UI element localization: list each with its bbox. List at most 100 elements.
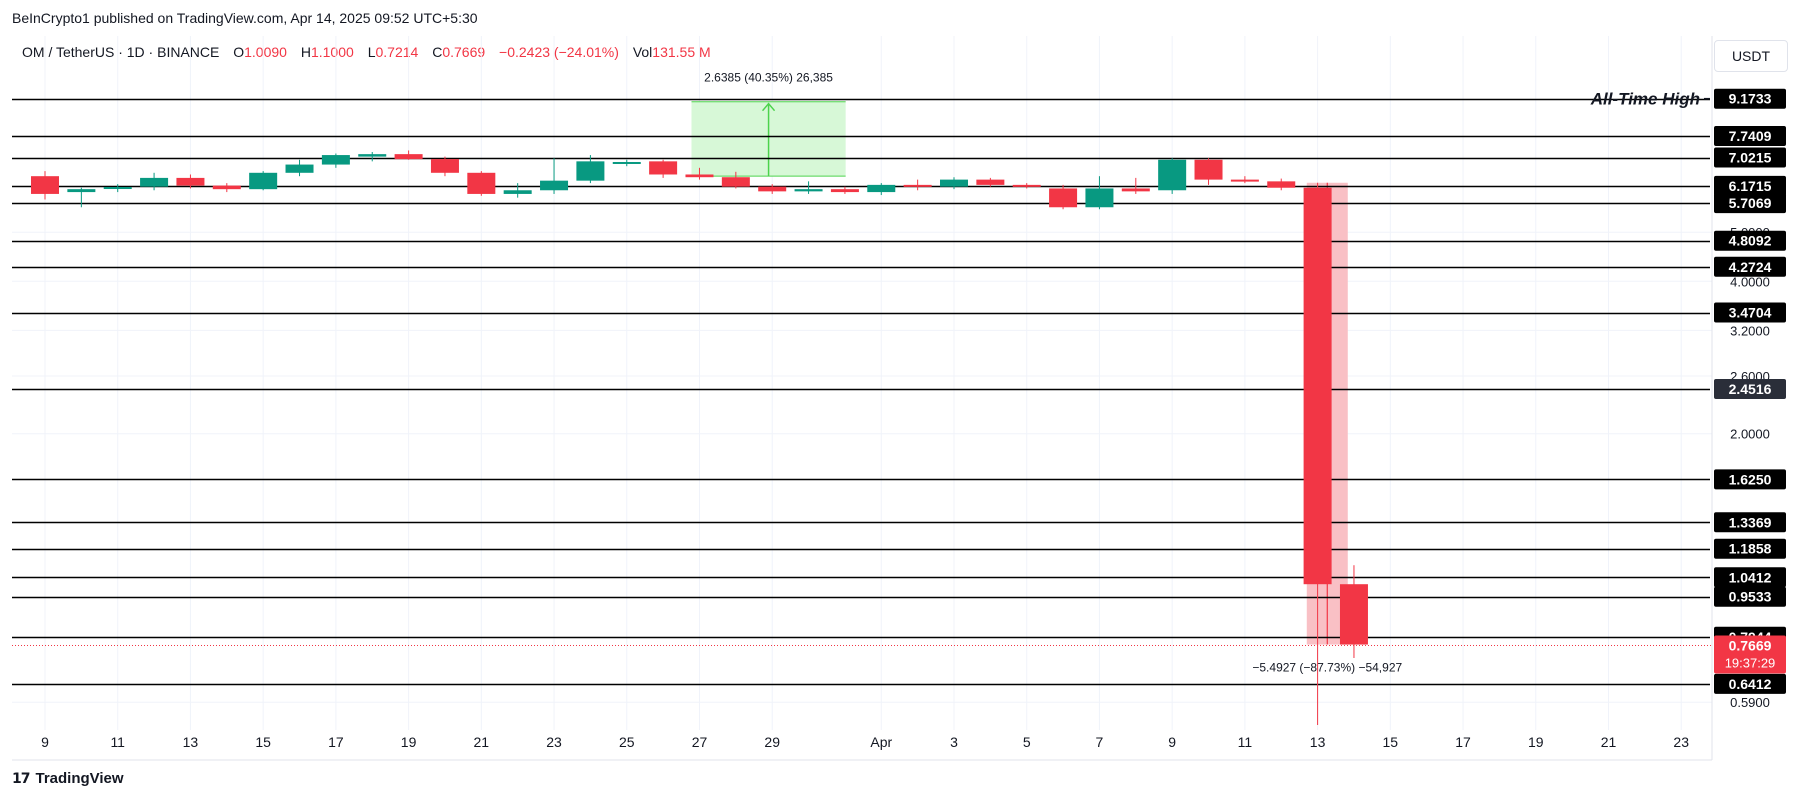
level-label-box xyxy=(1714,538,1786,559)
publish-attribution: BeInCrypto1 published on TradingView.com… xyxy=(12,10,478,26)
candle-body xyxy=(940,179,968,187)
level-label: 1.6250 xyxy=(1729,471,1772,487)
level-label: 4.2724 xyxy=(1729,259,1772,275)
symbol-legend: OM / TetherUS · 1D · BINANCE O1.0090 H1.… xyxy=(22,44,711,60)
level-label: 0.6412 xyxy=(1729,676,1772,692)
candle-body xyxy=(1121,188,1150,192)
candle-body xyxy=(140,177,169,187)
level-label-box xyxy=(1714,673,1786,694)
candle-body xyxy=(249,172,278,190)
level-label-box xyxy=(1714,147,1786,168)
candle-body xyxy=(430,159,459,173)
horizontal-levels xyxy=(12,98,1712,686)
candle-body xyxy=(1012,184,1041,187)
x-tick-label: 21 xyxy=(1601,734,1617,750)
high-value: 1.1000 xyxy=(310,44,354,60)
candle-body xyxy=(285,164,314,173)
currency-button[interactable]: USDT xyxy=(1714,40,1788,72)
candle-body xyxy=(1194,159,1223,180)
candle-body xyxy=(31,176,59,194)
level-label-box xyxy=(1714,193,1786,214)
candle-body xyxy=(830,189,859,193)
level-label: 9.1733 xyxy=(1729,91,1772,107)
open-label: O xyxy=(233,44,245,60)
y-tick-label: 3.2000 xyxy=(1730,323,1770,338)
x-tick-label: 9 xyxy=(1168,734,1176,750)
candle-body xyxy=(1267,181,1296,188)
level-label-box xyxy=(1714,256,1786,277)
x-tick-label: 7 xyxy=(1096,734,1104,750)
grid xyxy=(12,36,1712,730)
x-tick-label: 17 xyxy=(1455,734,1471,750)
candle-body xyxy=(503,190,532,194)
low-value: 0.7214 xyxy=(375,44,419,60)
high-label: H xyxy=(300,44,311,60)
x-tick-label: 23 xyxy=(1673,734,1689,750)
x-tick-label: 19 xyxy=(1528,734,1544,750)
open-value: 1.0090 xyxy=(244,44,287,60)
candle-body xyxy=(394,154,423,160)
level-label-box xyxy=(1714,378,1786,399)
candle-body xyxy=(721,177,750,187)
candle-body xyxy=(1230,179,1259,182)
footer-brand[interactable]: 𝟭𝟳 TradingView xyxy=(12,770,124,787)
candle-body xyxy=(540,180,569,191)
x-tick-label: 13 xyxy=(183,734,199,750)
candle-body xyxy=(1303,187,1332,585)
low-label: L xyxy=(367,44,376,60)
measure-tools: 2.6385 (40.35%) 26,385 −5.4927 (−87.73%) … xyxy=(691,71,1402,675)
ath-label: All-Time High xyxy=(1590,90,1700,109)
x-tick-label: 27 xyxy=(692,734,708,750)
tradingview-logo-icon: 𝟭𝟳 xyxy=(12,770,31,786)
candle-body xyxy=(321,155,350,165)
candle-body xyxy=(576,161,605,181)
level-label: 7.0215 xyxy=(1729,150,1772,166)
x-tick-label: 11 xyxy=(110,734,125,750)
bar-countdown: 19:37:29 xyxy=(1725,656,1776,671)
close-value: 0.7669 xyxy=(442,44,486,60)
brand-name: TradingView xyxy=(35,770,124,787)
level-label: 5.7069 xyxy=(1729,195,1772,211)
x-tick-label: 3 xyxy=(950,734,958,750)
x-tick-label: 9 xyxy=(41,734,49,750)
change-value: −0.2423 (−24.01%) xyxy=(499,44,619,60)
x-tick-label: 29 xyxy=(764,734,780,750)
level-label-box xyxy=(1714,126,1786,147)
y-tick-label: 0.5900 xyxy=(1730,695,1770,710)
level-label-box xyxy=(1714,302,1786,323)
level-label: 2.4516 xyxy=(1729,381,1772,397)
level-label-box xyxy=(1714,175,1786,196)
candle-body xyxy=(1085,188,1114,208)
level-label-box xyxy=(1714,469,1786,490)
x-tick-label: 23 xyxy=(546,734,562,750)
volume-label: Vol xyxy=(632,44,653,60)
candle-body xyxy=(867,184,896,193)
volume-value: 131.55 M xyxy=(652,44,711,60)
candle-body xyxy=(103,187,132,190)
candle-body xyxy=(976,179,1005,185)
measure-down-label: −5.4927 (−87.73%) −54,927 xyxy=(1252,661,1402,675)
level-label: 3.4704 xyxy=(1729,305,1772,321)
current-price-label: 0.7669 xyxy=(1729,638,1772,654)
level-label: 6.1715 xyxy=(1729,178,1772,194)
symbol-title[interactable]: OM / TetherUS · 1D · BINANCE xyxy=(22,44,220,60)
level-label: 1.1858 xyxy=(1729,541,1772,557)
candle-body xyxy=(67,189,96,193)
level-label-box xyxy=(1714,586,1786,607)
level-label: 1.0412 xyxy=(1729,569,1772,585)
x-tick-label: Apr xyxy=(870,734,892,750)
x-tick-label: 15 xyxy=(255,734,271,750)
candles xyxy=(31,150,1368,725)
axes: 5.00004.00003.20002.60002.00000.59009111… xyxy=(12,36,1770,761)
level-label: 0.9533 xyxy=(1729,589,1772,605)
x-tick-label: 5 xyxy=(1023,734,1031,750)
candle-body xyxy=(467,172,496,194)
level-label-box xyxy=(1714,567,1786,588)
x-tick-label: 13 xyxy=(1310,734,1326,750)
level-label-box xyxy=(1714,512,1786,533)
candle-body xyxy=(1158,159,1187,191)
y-tick-label: 4.0000 xyxy=(1730,274,1770,289)
candle-body xyxy=(176,177,205,186)
candle-body xyxy=(1049,188,1078,208)
